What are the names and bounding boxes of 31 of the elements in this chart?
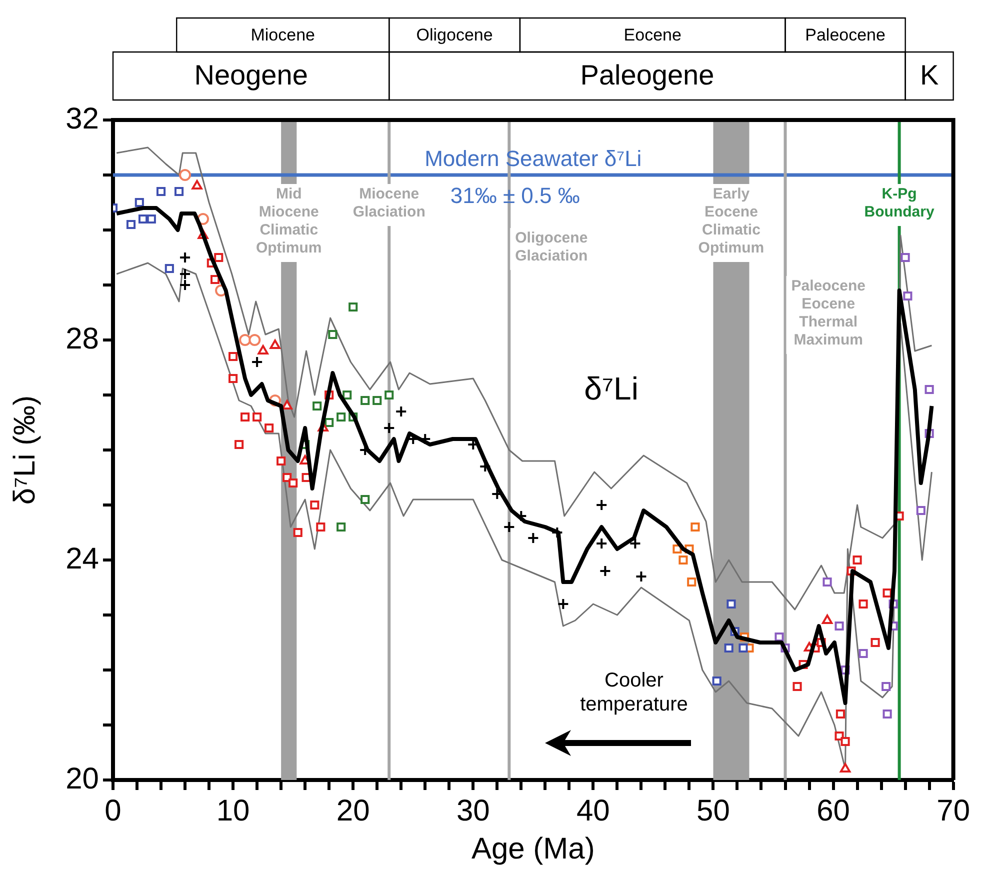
text: Oligocene <box>416 26 493 45</box>
x-tick-label: 50 <box>696 794 730 828</box>
annotation: 31‰ ± 0.5 ‰ <box>450 183 580 208</box>
y-tick-label: 24 <box>66 542 99 576</box>
x-tick-label: 70 <box>936 794 970 828</box>
text: Neogene <box>194 60 308 91</box>
text: Miocene <box>250 26 316 45</box>
x-tick-label: 60 <box>816 794 850 828</box>
x-tick-label: 40 <box>576 794 610 828</box>
x-axis-title: Age (Ma) <box>471 832 595 866</box>
x-tick-label: 0 <box>104 794 122 828</box>
annotation: Cooler temperature <box>580 670 688 716</box>
text: K <box>920 60 939 91</box>
y-tick-label: 20 <box>66 762 99 796</box>
y-tick-label: 28 <box>66 322 99 356</box>
ref-line-label: Oligocene Glaciation <box>515 230 588 265</box>
ref-line-label: K-Pg Boundary <box>864 186 935 221</box>
band-label: Mid Miocene Climatic Optimum <box>256 186 322 257</box>
y-tick-label: 32 <box>66 102 99 136</box>
text: Eocene <box>624 26 682 45</box>
ref-line-label: Miocene Glaciation <box>352 186 426 221</box>
annotation: δ⁷Li <box>584 370 638 406</box>
ref-line-label: Paleocene Eocene Thermal Maximum <box>791 278 866 349</box>
ref-line-label: Modern Seawater δ⁷Li <box>424 146 642 172</box>
x-tick-label: 30 <box>456 794 490 828</box>
text: Paleocene <box>805 26 886 45</box>
x-tick-label: 10 <box>216 794 250 828</box>
text: Paleogene <box>580 60 714 91</box>
x-tick-label: 20 <box>336 794 370 828</box>
band-label: Early Eocene Climatic Optimum <box>698 186 764 257</box>
y-axis-title: δ⁷Li (‰) <box>8 395 42 505</box>
